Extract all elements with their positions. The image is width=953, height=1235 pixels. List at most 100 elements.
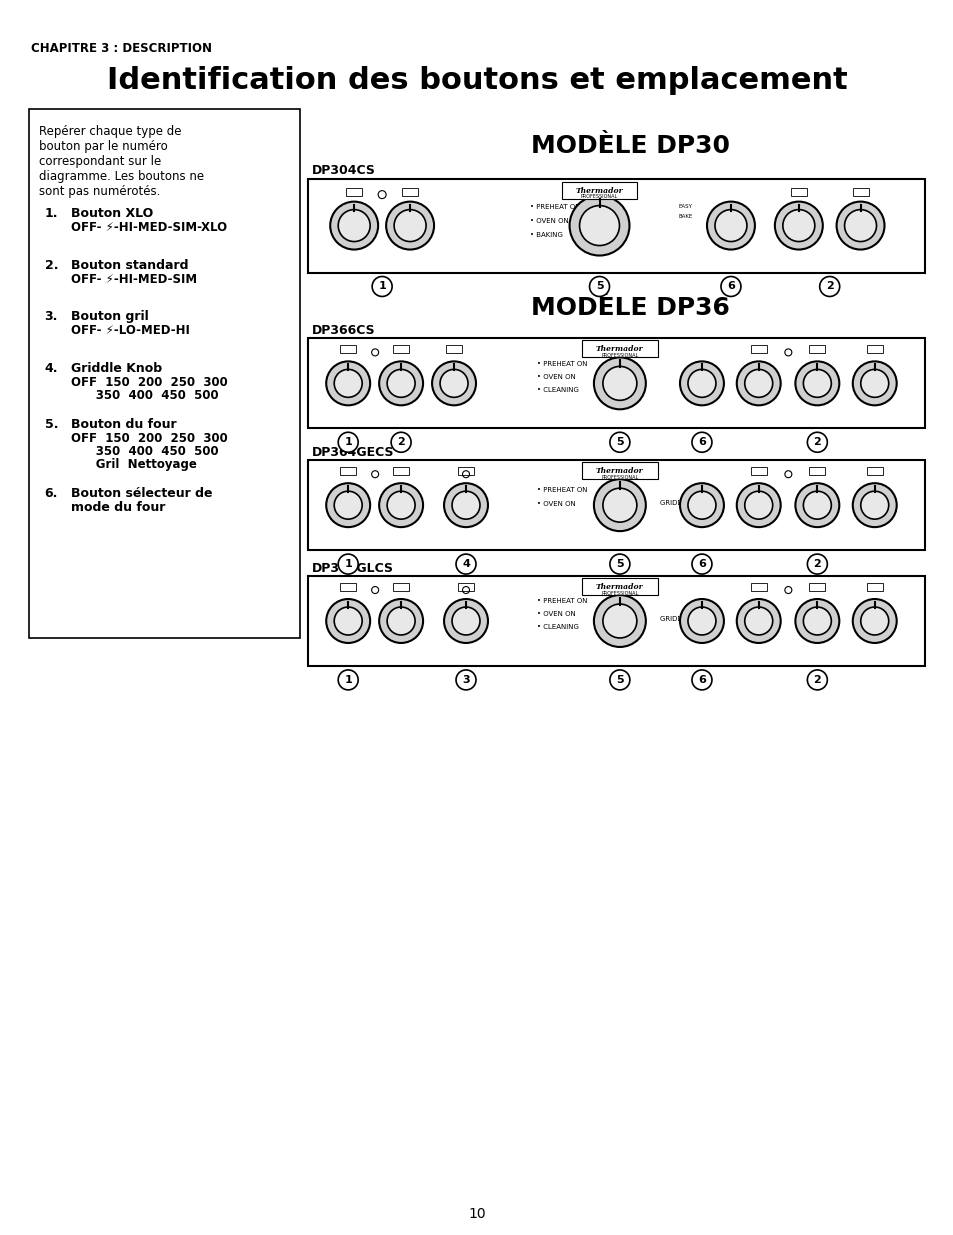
- Text: 5: 5: [595, 282, 602, 291]
- FancyBboxPatch shape: [308, 576, 924, 666]
- Circle shape: [334, 608, 362, 635]
- Circle shape: [720, 277, 740, 296]
- FancyBboxPatch shape: [808, 583, 824, 592]
- Circle shape: [602, 367, 637, 400]
- Text: • CLEANING: • CLEANING: [536, 388, 578, 393]
- Circle shape: [687, 369, 715, 398]
- Text: DP364GECS: DP364GECS: [312, 446, 395, 458]
- Circle shape: [372, 277, 392, 296]
- FancyBboxPatch shape: [866, 467, 882, 475]
- FancyBboxPatch shape: [866, 583, 882, 592]
- Circle shape: [334, 492, 362, 519]
- Text: DP366CS: DP366CS: [312, 324, 375, 337]
- FancyBboxPatch shape: [346, 188, 362, 195]
- Text: 5: 5: [616, 674, 623, 685]
- Text: Bouton gril: Bouton gril: [71, 310, 149, 324]
- Circle shape: [860, 492, 888, 519]
- Text: 6: 6: [698, 674, 705, 685]
- Circle shape: [439, 369, 468, 398]
- Text: 2: 2: [813, 559, 821, 569]
- Text: sont pas numérotés.: sont pas numérotés.: [39, 185, 160, 198]
- Text: 6.: 6.: [45, 487, 58, 500]
- Text: 2: 2: [813, 674, 821, 685]
- Circle shape: [456, 555, 476, 574]
- Circle shape: [452, 492, 479, 519]
- Circle shape: [679, 599, 723, 643]
- Text: PROFESSIONAL: PROFESSIONAL: [580, 194, 618, 199]
- Circle shape: [569, 195, 629, 256]
- FancyBboxPatch shape: [866, 346, 882, 353]
- Text: Thermador: Thermador: [596, 467, 643, 475]
- Text: Repérer chaque type de: Repérer chaque type de: [39, 125, 181, 138]
- Circle shape: [432, 362, 476, 405]
- Circle shape: [706, 201, 754, 249]
- Text: 1.: 1.: [45, 206, 58, 220]
- FancyBboxPatch shape: [29, 109, 300, 638]
- Circle shape: [326, 483, 370, 527]
- Circle shape: [387, 492, 415, 519]
- Circle shape: [378, 362, 422, 405]
- Text: GRIDDLE  o: GRIDDLE o: [659, 616, 699, 622]
- Text: DP364GLCS: DP364GLCS: [312, 562, 394, 574]
- FancyBboxPatch shape: [401, 188, 417, 195]
- FancyBboxPatch shape: [808, 346, 824, 353]
- Text: 3: 3: [461, 674, 469, 685]
- Text: Gril  Nettoyage: Gril Nettoyage: [71, 458, 196, 472]
- Text: DP304CS: DP304CS: [312, 164, 375, 177]
- FancyBboxPatch shape: [340, 467, 355, 475]
- FancyBboxPatch shape: [750, 583, 766, 592]
- Circle shape: [806, 669, 826, 690]
- Circle shape: [819, 277, 839, 296]
- FancyBboxPatch shape: [393, 467, 409, 475]
- Text: 350  400  450  500: 350 400 450 500: [71, 446, 218, 458]
- Text: GRIDDLE  o: GRIDDLE o: [659, 500, 699, 506]
- FancyBboxPatch shape: [393, 346, 409, 353]
- Text: 4.: 4.: [45, 362, 58, 375]
- Circle shape: [609, 555, 629, 574]
- Text: Bouton du four: Bouton du four: [71, 419, 176, 431]
- Text: PROFESSIONAL: PROFESSIONAL: [600, 353, 638, 358]
- Circle shape: [852, 483, 896, 527]
- Circle shape: [443, 599, 488, 643]
- Text: OFF  150  200  250  300: OFF 150 200 250 300: [71, 432, 227, 446]
- Circle shape: [782, 210, 814, 242]
- Circle shape: [836, 201, 883, 249]
- Text: mode du four: mode du four: [71, 501, 165, 514]
- Circle shape: [691, 432, 711, 452]
- Circle shape: [443, 483, 488, 527]
- Circle shape: [452, 608, 479, 635]
- Text: 2: 2: [825, 282, 833, 291]
- Text: 5: 5: [616, 437, 623, 447]
- Circle shape: [860, 608, 888, 635]
- Circle shape: [795, 362, 839, 405]
- Text: 3.: 3.: [45, 310, 58, 324]
- FancyBboxPatch shape: [581, 341, 658, 357]
- FancyBboxPatch shape: [457, 583, 474, 592]
- Circle shape: [456, 669, 476, 690]
- Text: 1: 1: [378, 282, 386, 291]
- Text: 6: 6: [698, 437, 705, 447]
- FancyBboxPatch shape: [308, 461, 924, 550]
- Circle shape: [691, 555, 711, 574]
- Circle shape: [378, 483, 422, 527]
- Circle shape: [326, 362, 370, 405]
- Text: • PREHEAT ON: • PREHEAT ON: [536, 598, 586, 604]
- Circle shape: [802, 369, 830, 398]
- Text: Griddle Knob: Griddle Knob: [71, 362, 162, 375]
- Circle shape: [594, 357, 645, 409]
- Text: Thermador: Thermador: [596, 583, 643, 592]
- Circle shape: [594, 479, 645, 531]
- Circle shape: [744, 369, 772, 398]
- FancyBboxPatch shape: [308, 338, 924, 429]
- Text: EASY: EASY: [678, 204, 692, 209]
- Circle shape: [578, 205, 618, 246]
- Text: correspondant sur le: correspondant sur le: [39, 154, 161, 168]
- FancyBboxPatch shape: [457, 467, 474, 475]
- Text: OFF  150  200  250  300: OFF 150 200 250 300: [71, 377, 227, 389]
- Text: • PREHEAT ON: • PREHEAT ON: [530, 204, 580, 210]
- Text: • BAKING: • BAKING: [530, 232, 562, 237]
- Text: 5: 5: [616, 559, 623, 569]
- Text: 1: 1: [344, 674, 352, 685]
- Circle shape: [602, 604, 637, 638]
- Circle shape: [334, 369, 362, 398]
